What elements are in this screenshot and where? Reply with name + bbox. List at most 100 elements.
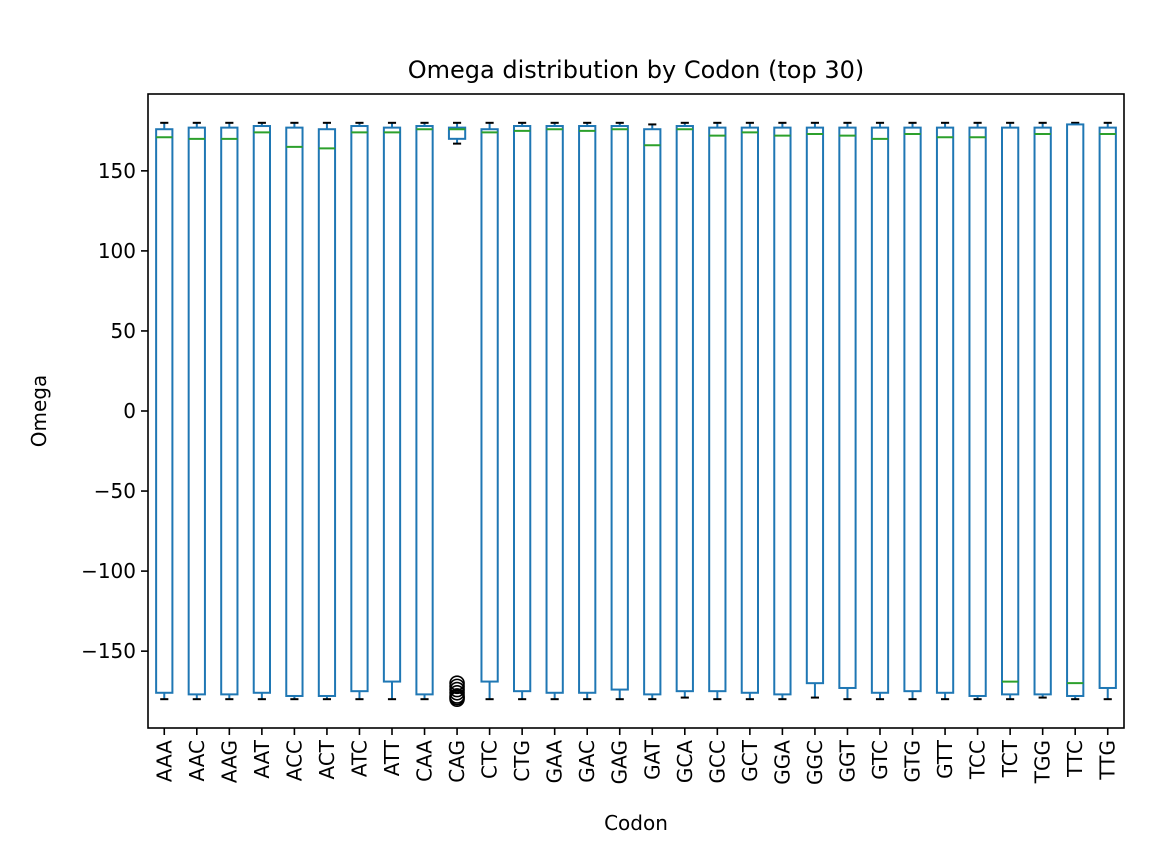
iqr-box bbox=[578, 125, 597, 694]
iqr-box bbox=[415, 125, 434, 696]
iqr-box bbox=[708, 126, 727, 693]
iqr-box bbox=[220, 126, 239, 696]
iqr-box bbox=[350, 125, 369, 693]
box-tct bbox=[1001, 121, 1020, 701]
box-ctc bbox=[480, 121, 499, 701]
box-atc bbox=[350, 121, 369, 701]
x-tick-label: TGG bbox=[1031, 740, 1055, 784]
x-tick-label: TCT bbox=[998, 739, 1022, 778]
box-act bbox=[317, 121, 337, 701]
y-tick-label: −100 bbox=[81, 559, 136, 583]
x-axis-label: Codon bbox=[604, 811, 668, 835]
y-tick-label: 150 bbox=[98, 159, 136, 183]
box-gat bbox=[643, 123, 662, 701]
x-tick-label: TTC bbox=[1063, 740, 1087, 778]
box-gca bbox=[675, 121, 694, 699]
box-series bbox=[155, 121, 1117, 707]
box-gaa bbox=[545, 121, 564, 701]
box-gct bbox=[740, 121, 760, 701]
box-tgg bbox=[1033, 121, 1052, 699]
y-axis-label: Omega bbox=[27, 375, 51, 447]
iqr-box bbox=[1001, 126, 1020, 696]
iqr-box bbox=[643, 128, 662, 696]
x-tick-label: AAT bbox=[250, 739, 274, 778]
x-tick-label: GTT bbox=[933, 739, 957, 779]
x-tick-label: TTG bbox=[1096, 740, 1120, 781]
x-tick-label: GAG bbox=[608, 740, 632, 784]
box-tcc bbox=[968, 121, 987, 701]
x-tick-label: AAG bbox=[217, 740, 241, 783]
box-aag bbox=[220, 121, 239, 701]
x-tick-label: ACT bbox=[315, 739, 339, 779]
box-ggc bbox=[805, 121, 825, 699]
iqr-box bbox=[252, 125, 272, 694]
x-axis: AAA AAC AAG AAT ACC ACT ATC ATT CAA CAG CTC CTG GAA G… bbox=[152, 728, 1120, 785]
y-axis: 150 100 50 0 −50 −100 −150 bbox=[81, 159, 148, 663]
x-tick-label: GAC bbox=[575, 740, 599, 783]
iqr-box bbox=[1098, 126, 1117, 689]
box-ctg bbox=[513, 121, 532, 701]
y-tick-label: 50 bbox=[111, 319, 136, 343]
plot-frame bbox=[147, 93, 1125, 729]
x-tick-label: GCT bbox=[738, 739, 762, 781]
x-tick-label: AAC bbox=[185, 740, 209, 782]
x-tick-label: GTG bbox=[901, 740, 925, 783]
x-tick-label: GCA bbox=[673, 740, 697, 783]
x-tick-label: CAA bbox=[413, 740, 437, 782]
iqr-box bbox=[317, 128, 337, 697]
iqr-box bbox=[155, 128, 174, 694]
box-caa bbox=[415, 121, 434, 701]
x-tick-label: ATT bbox=[380, 739, 404, 776]
box-gga bbox=[773, 121, 792, 701]
x-tick-label: CTG bbox=[510, 740, 534, 782]
x-tick-label: CAG bbox=[445, 740, 469, 783]
box-aat bbox=[252, 121, 272, 701]
iqr-box bbox=[610, 125, 629, 691]
x-tick-label: GAA bbox=[543, 740, 567, 784]
box-gtc bbox=[870, 121, 890, 701]
x-tick-label: ACC bbox=[282, 740, 306, 781]
iqr-box bbox=[480, 128, 499, 683]
x-tick-label: GGT bbox=[835, 739, 859, 782]
iqr-box bbox=[1066, 123, 1085, 697]
x-tick-label: GGC bbox=[803, 740, 827, 785]
x-tick-label: GTC bbox=[868, 740, 892, 780]
x-tick-label: TCC bbox=[966, 740, 990, 780]
iqr-box bbox=[935, 126, 955, 694]
box-att bbox=[382, 121, 402, 701]
iqr-box bbox=[513, 125, 532, 693]
box-aac bbox=[187, 121, 206, 701]
plot-area bbox=[148, 94, 1124, 728]
box-gac bbox=[578, 121, 597, 701]
iqr-box bbox=[740, 126, 760, 694]
box-ttg bbox=[1098, 121, 1117, 701]
iqr-box bbox=[838, 126, 857, 689]
box-gag bbox=[610, 121, 629, 701]
box-gtg bbox=[903, 121, 922, 701]
iqr-box bbox=[773, 126, 792, 696]
iqr-box bbox=[805, 126, 825, 685]
iqr-box bbox=[870, 126, 890, 694]
y-tick-label: 0 bbox=[123, 399, 136, 423]
x-tick-label: ATC bbox=[347, 740, 371, 777]
y-tick-label: 100 bbox=[98, 239, 136, 263]
box-aaa bbox=[155, 121, 174, 701]
iqr-box bbox=[187, 126, 206, 696]
box-ggt bbox=[838, 121, 857, 701]
iqr-box bbox=[382, 126, 402, 683]
outlier-point bbox=[449, 691, 465, 707]
y-tick-label: −50 bbox=[94, 479, 136, 503]
box-ttc bbox=[1066, 121, 1085, 701]
box-gtt bbox=[935, 121, 955, 701]
iqr-box bbox=[1033, 126, 1052, 696]
iqr-box bbox=[545, 125, 564, 694]
box-acc bbox=[285, 121, 304, 701]
box-gcc bbox=[708, 121, 727, 701]
iqr-box bbox=[968, 126, 987, 697]
y-tick-label: −150 bbox=[81, 639, 136, 663]
box-cag bbox=[447, 121, 467, 707]
iqr-box bbox=[285, 126, 304, 697]
x-tick-label: GCC bbox=[705, 740, 729, 783]
iqr-box bbox=[675, 125, 694, 693]
